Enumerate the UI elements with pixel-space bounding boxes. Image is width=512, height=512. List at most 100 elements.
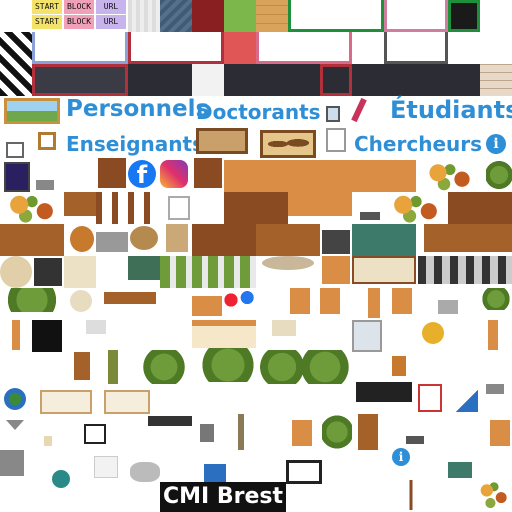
green-table xyxy=(128,256,160,280)
autumn-leaves-4 xyxy=(476,476,512,512)
balloons xyxy=(222,288,258,312)
bush-2 xyxy=(196,348,260,382)
trash-bin xyxy=(200,424,214,442)
window-frame-pink xyxy=(256,32,352,64)
long-bench xyxy=(104,292,156,304)
block-tag-bottom: BLOCK xyxy=(64,15,94,29)
cabinet-middle xyxy=(256,224,320,256)
floor-tile-blue xyxy=(160,0,192,32)
monitor-icon xyxy=(326,106,340,122)
armchair xyxy=(322,230,350,254)
white-table-1 xyxy=(40,390,92,414)
desk-lamp xyxy=(0,450,24,476)
instagram-icon xyxy=(160,160,188,188)
pen-icon xyxy=(351,97,367,123)
notice-board xyxy=(196,128,248,154)
sunflower xyxy=(422,322,444,344)
label-enseignants: Enseignants xyxy=(66,132,204,156)
grey-stool-2 xyxy=(130,462,160,482)
autumn-leaves-3 xyxy=(384,192,448,224)
wooden-bench xyxy=(64,192,96,216)
wall-segment-5 xyxy=(352,64,480,96)
door-frame xyxy=(358,414,378,450)
big-table xyxy=(224,160,416,192)
grey-chair xyxy=(486,384,504,394)
chair-row xyxy=(96,192,160,224)
window-frame-red xyxy=(128,32,224,64)
crate-wood xyxy=(322,256,350,284)
party-table xyxy=(192,320,256,348)
url-tag-bottom: URL xyxy=(96,15,126,29)
tree-trunk xyxy=(226,414,256,450)
post-right xyxy=(488,320,498,350)
chair-wood-2 xyxy=(320,288,340,314)
table-top-2 xyxy=(288,192,352,216)
chair-wood-1 xyxy=(290,288,310,314)
no-entry-icon xyxy=(224,32,256,64)
chair-wood-4 xyxy=(392,288,412,314)
parquet-tile xyxy=(256,0,288,32)
cabinet-left xyxy=(0,224,64,256)
small-stool xyxy=(74,352,90,380)
grey-stool xyxy=(438,300,458,314)
white-door xyxy=(168,196,190,220)
calendar xyxy=(418,384,442,412)
bush-1 xyxy=(140,350,188,384)
whiteboard xyxy=(326,128,346,152)
crate xyxy=(166,224,188,252)
window-frame-blue xyxy=(32,32,128,64)
grass-tile xyxy=(224,0,256,32)
tall-grass xyxy=(322,414,352,450)
teal-block xyxy=(448,462,472,478)
world-map-icon xyxy=(260,130,316,158)
chair-wood-5 xyxy=(292,420,312,446)
facebook-icon: f xyxy=(128,160,156,189)
brick-wall xyxy=(480,64,512,96)
stair-piece xyxy=(192,296,222,316)
file-cabinet xyxy=(352,320,382,352)
basket xyxy=(70,226,94,252)
planter-2 xyxy=(480,288,512,310)
computer-desk xyxy=(96,232,128,252)
dark-shelf xyxy=(148,416,192,426)
brown-banner-2 xyxy=(194,158,222,188)
block-tag-top: BLOCK xyxy=(64,0,94,14)
cmi-brest-label: CMI Brest xyxy=(160,482,286,512)
landscape-painting xyxy=(4,98,60,124)
info-icon-2: i xyxy=(392,448,410,466)
ruler-blue xyxy=(456,390,478,412)
chair-wood-6 xyxy=(490,420,510,446)
small-shrine xyxy=(392,356,406,376)
mug xyxy=(44,436,52,446)
pink-frame xyxy=(384,0,448,32)
picture-small xyxy=(36,180,54,190)
url-tag-top: URL xyxy=(96,0,126,14)
info-icon: i xyxy=(486,134,506,154)
stool xyxy=(70,290,92,312)
label-chercheurs: Chercheurs xyxy=(354,132,483,156)
carpet-tile-red xyxy=(192,0,224,32)
black-pedestal xyxy=(32,320,62,352)
globe-icon xyxy=(4,388,26,410)
bookshelf-low xyxy=(224,192,288,224)
wall-segment-3 xyxy=(224,64,320,96)
wall-segment-2 xyxy=(128,64,192,96)
white-table-2 xyxy=(104,390,150,414)
teal-desk xyxy=(352,224,416,256)
wall-segment-1 xyxy=(32,64,128,96)
wall-green-frame xyxy=(288,0,384,32)
monitor-dark xyxy=(286,460,322,484)
wall-white xyxy=(192,64,224,96)
start-tag-bottom: START xyxy=(32,15,62,29)
planter-1 xyxy=(0,288,64,312)
floor-lamp xyxy=(406,436,424,444)
night-poster xyxy=(4,162,30,192)
tv-screen xyxy=(356,382,412,402)
office-chair xyxy=(34,258,62,286)
label-etudiants: Étudiants xyxy=(390,96,512,124)
autumn-leaves-1 xyxy=(420,160,480,192)
round-rug xyxy=(0,256,32,288)
plant-top-right xyxy=(486,160,512,190)
bush-4 xyxy=(296,350,354,384)
arrow-down-icon xyxy=(6,420,24,430)
